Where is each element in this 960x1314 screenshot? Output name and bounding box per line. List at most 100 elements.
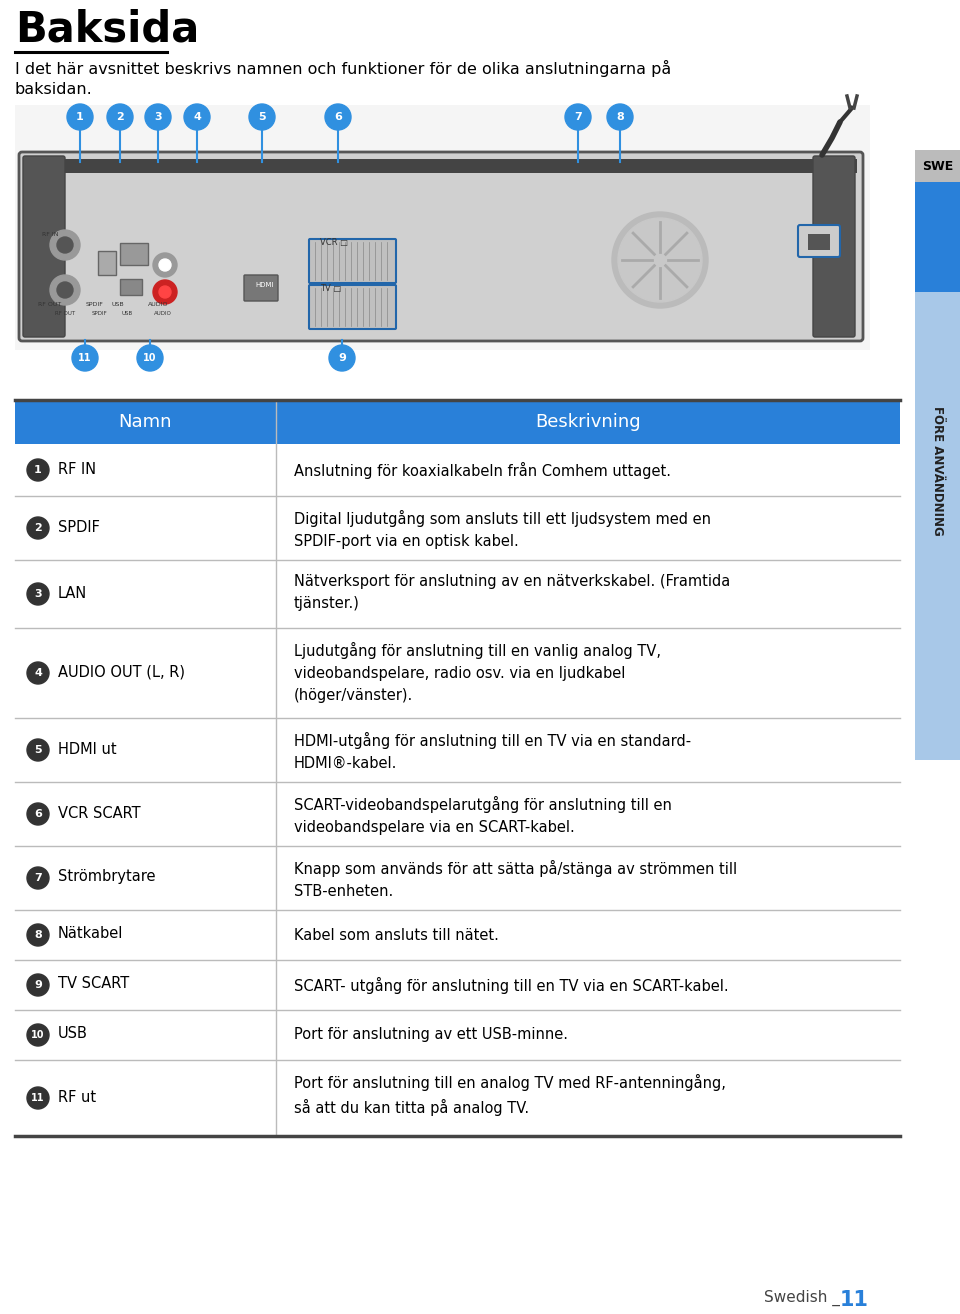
Text: Port för anslutning till en analog TV med RF-antenningång,
så att du kan titta p: Port för anslutning till en analog TV me… — [294, 1074, 726, 1117]
Text: 8: 8 — [616, 112, 624, 122]
Bar — [120, 243, 148, 265]
Text: TV □: TV □ — [320, 284, 341, 293]
Text: 8: 8 — [35, 930, 42, 940]
Bar — [15, 105, 870, 350]
Text: baksidan.: baksidan. — [15, 81, 93, 97]
Text: 6: 6 — [34, 809, 42, 819]
Bar — [15, 560, 900, 628]
Circle shape — [607, 104, 633, 130]
Text: AUDIO: AUDIO — [154, 311, 172, 315]
Text: RF OUT: RF OUT — [38, 302, 61, 307]
Text: 6: 6 — [334, 112, 342, 122]
Text: 4: 4 — [34, 668, 42, 678]
Text: Swedish _: Swedish _ — [764, 1290, 840, 1306]
Text: FÖRE ANVÄNDNING: FÖRE ANVÄNDNING — [931, 406, 944, 536]
Text: RF ut: RF ut — [58, 1089, 96, 1105]
Bar — [15, 444, 900, 495]
FancyBboxPatch shape — [813, 156, 855, 336]
Text: VCR □: VCR □ — [320, 238, 348, 247]
Circle shape — [325, 104, 351, 130]
Circle shape — [329, 346, 355, 371]
Text: Beskrivning: Beskrivning — [535, 413, 641, 431]
Circle shape — [153, 280, 177, 304]
Circle shape — [184, 104, 210, 130]
Text: Kabel som ansluts till nätet.: Kabel som ansluts till nätet. — [294, 928, 499, 942]
Text: Knapp som används för att sätta på/stänga av strömmen till
STB-enheten.: Knapp som används för att sätta på/stäng… — [294, 859, 737, 899]
Bar — [915, 292, 960, 759]
Circle shape — [159, 259, 171, 271]
Bar — [15, 911, 900, 961]
Text: Nätkabel: Nätkabel — [58, 926, 124, 942]
Text: SPDIF: SPDIF — [86, 302, 104, 307]
Bar — [808, 234, 830, 250]
Text: LAN: LAN — [58, 586, 87, 600]
Text: Anslutning för koaxialkabeln från Comhem uttaget.: Anslutning för koaxialkabeln från Comhem… — [294, 461, 671, 478]
Circle shape — [27, 662, 49, 685]
Bar — [915, 183, 960, 292]
Circle shape — [618, 218, 702, 302]
Text: Baksida: Baksida — [15, 8, 200, 50]
Circle shape — [50, 275, 80, 305]
Bar — [15, 495, 900, 560]
Bar — [98, 251, 116, 275]
Circle shape — [612, 212, 708, 307]
Text: Digital ljudutgång som ansluts till ett ljudsystem med en
SPDIF-port via en opti: Digital ljudutgång som ansluts till ett … — [294, 510, 711, 549]
Text: TV SCART: TV SCART — [58, 976, 130, 992]
Text: RF IN: RF IN — [58, 461, 96, 477]
Text: 7: 7 — [35, 872, 42, 883]
Bar — [15, 961, 900, 1010]
Text: 9: 9 — [34, 980, 42, 989]
Bar — [15, 782, 900, 846]
Text: Namn: Namn — [119, 413, 172, 431]
Text: Port för anslutning av ett USB-minne.: Port för anslutning av ett USB-minne. — [294, 1028, 568, 1042]
Text: I det här avsnittet beskrivs namnen och funktioner för de olika anslutningarna p: I det här avsnittet beskrivs namnen och … — [15, 60, 671, 78]
Circle shape — [57, 283, 73, 298]
FancyBboxPatch shape — [19, 152, 863, 342]
Text: 5: 5 — [35, 745, 42, 756]
Text: HDMI ut: HDMI ut — [58, 741, 116, 757]
Text: 3: 3 — [35, 589, 42, 599]
FancyBboxPatch shape — [23, 156, 65, 336]
Text: 5: 5 — [258, 112, 266, 122]
Circle shape — [153, 254, 177, 277]
Text: 7: 7 — [574, 112, 582, 122]
Bar — [15, 846, 900, 911]
Text: RF IN: RF IN — [41, 233, 59, 238]
FancyBboxPatch shape — [309, 239, 396, 283]
Text: 10: 10 — [32, 1030, 45, 1039]
Circle shape — [107, 104, 133, 130]
Text: 11: 11 — [79, 353, 92, 363]
Text: USB: USB — [111, 302, 124, 307]
Text: SPDIF: SPDIF — [92, 311, 108, 315]
Text: SPDIF: SPDIF — [58, 519, 100, 535]
Bar — [15, 1060, 900, 1137]
Circle shape — [67, 104, 93, 130]
Text: HDMI: HDMI — [255, 283, 274, 288]
Circle shape — [565, 104, 591, 130]
Circle shape — [159, 286, 171, 298]
Circle shape — [27, 583, 49, 604]
Bar — [15, 628, 900, 717]
FancyBboxPatch shape — [244, 275, 278, 301]
Circle shape — [57, 237, 73, 254]
Circle shape — [27, 924, 49, 946]
Text: RF OUT: RF OUT — [55, 311, 75, 315]
Bar — [15, 399, 900, 444]
Text: SCART- utgång för anslutning till en TV via en SCART-kabel.: SCART- utgång för anslutning till en TV … — [294, 976, 729, 993]
Bar — [15, 1010, 900, 1060]
Text: HDMI-utgång för anslutning till en TV via en standard-
HDMI®-kabel.: HDMI-utgång för anslutning till en TV vi… — [294, 732, 691, 771]
Circle shape — [27, 516, 49, 539]
Circle shape — [50, 230, 80, 260]
Bar — [915, 150, 960, 183]
Circle shape — [27, 867, 49, 890]
Bar — [25, 159, 857, 173]
Bar — [15, 717, 900, 782]
Text: AUDIO OUT (L, R): AUDIO OUT (L, R) — [58, 665, 185, 679]
Circle shape — [145, 104, 171, 130]
Circle shape — [27, 738, 49, 761]
FancyBboxPatch shape — [309, 285, 396, 328]
Text: 11: 11 — [32, 1093, 45, 1102]
Text: 3: 3 — [155, 112, 162, 122]
Text: Ljudutgång för anslutning till en vanlig analog TV,
videobandspelare, radio osv.: Ljudutgång för anslutning till en vanlig… — [294, 643, 661, 703]
Circle shape — [72, 346, 98, 371]
